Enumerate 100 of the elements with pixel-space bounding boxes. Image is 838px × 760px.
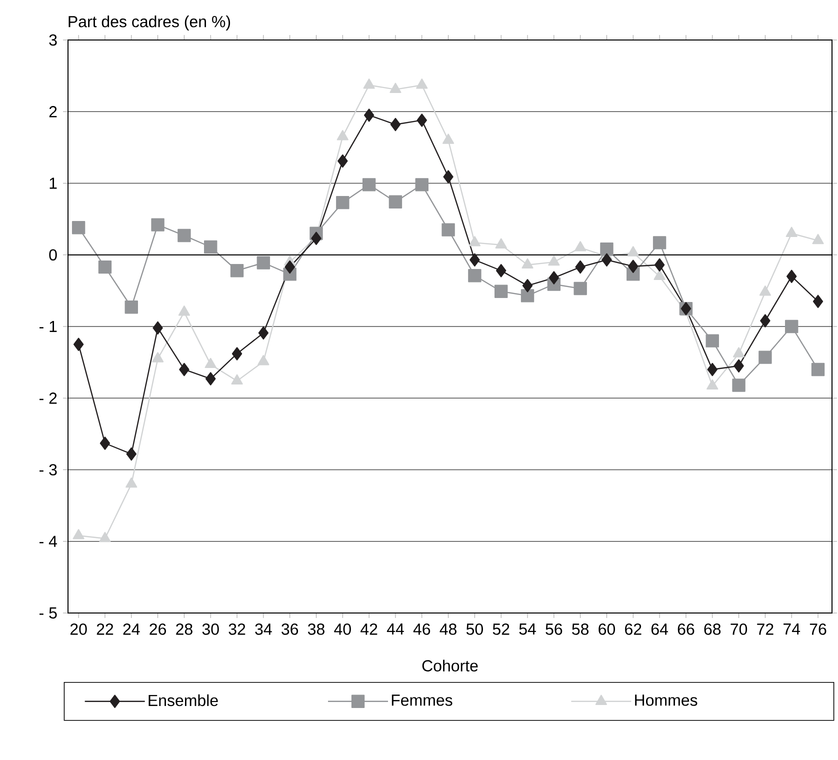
y-tick-label: - 4 (40, 536, 57, 547)
point (786, 270, 797, 283)
point (812, 294, 824, 308)
x-tick-label: 26 (150, 624, 166, 635)
y-tick-label: 2 (49, 106, 57, 118)
point (654, 258, 665, 272)
point (151, 218, 164, 232)
point (204, 358, 216, 368)
point (522, 279, 533, 292)
y-tick-label: - 1 (40, 320, 57, 332)
x-tick-label: 70 (730, 624, 748, 635)
point (230, 264, 244, 278)
point (811, 362, 825, 376)
point (759, 286, 771, 296)
point (707, 362, 718, 376)
point (99, 532, 111, 542)
point (443, 170, 454, 184)
y-tick-label: - 3 (40, 464, 57, 476)
x-tick-label: 28 (176, 624, 192, 635)
point (98, 260, 112, 274)
point (812, 234, 824, 244)
legend-label: Femmes (392, 694, 452, 706)
x-tick-label: 24 (123, 624, 140, 635)
point (204, 240, 218, 254)
x-tick-label: 60 (598, 624, 616, 635)
point (786, 226, 798, 237)
x-tick-label: 58 (572, 624, 589, 635)
y-tick-label: - 2 (40, 392, 57, 404)
point (311, 232, 322, 245)
point (416, 78, 428, 89)
point (284, 260, 295, 274)
point (758, 350, 772, 364)
point (734, 359, 744, 372)
point (124, 300, 138, 314)
point (652, 236, 666, 250)
x-tick-label: 44 (386, 624, 404, 635)
legend-label: Hommes (635, 694, 698, 706)
point (258, 326, 269, 340)
point (232, 347, 242, 360)
x-tick-label: 46 (413, 624, 430, 635)
y-tick-label: 0 (49, 249, 57, 261)
point (600, 242, 614, 256)
point (258, 354, 270, 366)
x-tick-label: 62 (625, 624, 642, 635)
y-tick-label: 1 (50, 178, 57, 189)
point (72, 529, 84, 540)
x-tick-label: 54 (519, 624, 536, 635)
point (390, 82, 402, 94)
point (364, 108, 374, 122)
legend-label: Ensemble (148, 694, 218, 706)
point (362, 178, 376, 192)
point (179, 362, 190, 376)
point (627, 246, 639, 256)
x-tick-label: 22 (96, 624, 114, 635)
point (494, 284, 508, 298)
point (100, 436, 110, 450)
point (415, 178, 428, 192)
x-tick-label: 42 (360, 624, 378, 635)
y-tick-label: 3 (49, 34, 57, 46)
point (152, 352, 164, 362)
x-tick-label: 30 (202, 624, 219, 635)
x-tick-label: 38 (308, 624, 324, 635)
point (575, 260, 586, 274)
point (470, 253, 480, 266)
point (468, 236, 480, 246)
point (416, 114, 427, 127)
x-tick-label: 52 (492, 624, 510, 635)
x-tick-label: 32 (228, 624, 246, 635)
point (654, 270, 666, 280)
x-tick-label: 40 (334, 624, 351, 635)
point (732, 378, 746, 392)
y-tick-label: - 5 (40, 607, 57, 619)
point (574, 241, 586, 252)
point (388, 195, 402, 208)
point (574, 282, 587, 296)
x-tick-label: 34 (255, 624, 272, 635)
point (442, 223, 455, 236)
point (72, 221, 86, 234)
point (548, 255, 560, 266)
y-axis-title: Part des cadres (en %) (68, 16, 230, 30)
point (338, 154, 348, 168)
point (178, 228, 191, 242)
point (126, 477, 138, 488)
x-tick-label: 74 (784, 624, 800, 635)
point (363, 78, 375, 89)
point (602, 253, 612, 266)
point (442, 134, 454, 144)
point (336, 196, 350, 210)
point (468, 269, 482, 282)
point (178, 306, 190, 316)
point (706, 334, 719, 348)
x-tick-label: 20 (70, 624, 87, 635)
point (231, 374, 243, 385)
point (495, 238, 507, 248)
x-tick-label: 36 (282, 624, 298, 635)
point (760, 314, 770, 328)
point (548, 271, 560, 284)
x-tick-label: 68 (704, 624, 721, 635)
point (126, 447, 136, 461)
x-tick-label: 66 (678, 624, 694, 635)
